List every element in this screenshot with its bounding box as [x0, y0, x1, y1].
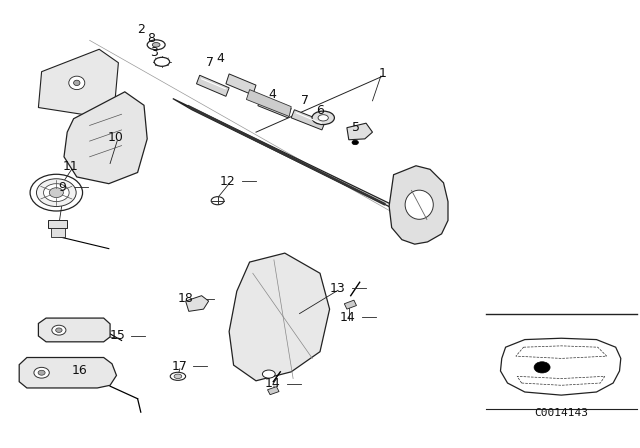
Ellipse shape [38, 370, 45, 375]
Polygon shape [517, 376, 605, 385]
Ellipse shape [152, 43, 160, 47]
Polygon shape [246, 90, 291, 116]
Ellipse shape [36, 179, 76, 207]
Polygon shape [38, 49, 118, 116]
Bar [48, 220, 67, 228]
Text: 6: 6 [316, 104, 324, 117]
Text: 13: 13 [330, 281, 346, 295]
Text: 5: 5 [353, 121, 360, 134]
Text: 7: 7 [206, 56, 214, 69]
Text: 1: 1 [379, 66, 387, 80]
Ellipse shape [49, 188, 63, 198]
Ellipse shape [30, 174, 83, 211]
Polygon shape [347, 123, 372, 140]
Polygon shape [173, 99, 406, 215]
Polygon shape [64, 92, 147, 184]
Text: 8: 8 [147, 32, 155, 46]
Polygon shape [196, 75, 229, 96]
Ellipse shape [52, 325, 66, 335]
Ellipse shape [318, 115, 328, 121]
Ellipse shape [534, 362, 550, 373]
Polygon shape [258, 96, 291, 118]
Ellipse shape [405, 190, 433, 220]
Text: 11: 11 [63, 160, 78, 173]
Polygon shape [344, 300, 356, 309]
Ellipse shape [262, 370, 275, 378]
Polygon shape [291, 110, 325, 130]
Polygon shape [516, 346, 607, 358]
Text: 3: 3 [150, 46, 157, 60]
Ellipse shape [69, 76, 84, 90]
Text: 2: 2 [137, 23, 145, 36]
Ellipse shape [154, 57, 170, 66]
Text: 16: 16 [72, 364, 87, 378]
Text: 14: 14 [340, 310, 355, 324]
Polygon shape [229, 253, 330, 381]
Text: 17: 17 [172, 360, 187, 373]
Polygon shape [500, 338, 621, 395]
Polygon shape [268, 387, 279, 395]
Ellipse shape [34, 367, 49, 378]
Polygon shape [186, 296, 209, 311]
Ellipse shape [170, 372, 186, 380]
Text: 14: 14 [265, 377, 280, 391]
Polygon shape [226, 74, 256, 95]
Polygon shape [19, 358, 116, 388]
Ellipse shape [44, 184, 69, 202]
Ellipse shape [174, 374, 182, 379]
Bar [51, 228, 65, 237]
Text: 12: 12 [220, 175, 236, 188]
Ellipse shape [352, 140, 358, 145]
Text: 4: 4 [268, 88, 276, 102]
Ellipse shape [56, 328, 62, 332]
Text: 15: 15 [109, 329, 125, 342]
Text: 9: 9 [58, 181, 66, 194]
Text: C0014143: C0014143 [534, 408, 588, 418]
Ellipse shape [211, 197, 224, 205]
Text: 7: 7 [301, 94, 308, 108]
Ellipse shape [312, 111, 334, 125]
Text: 4: 4 [217, 52, 225, 65]
Text: 10: 10 [108, 131, 123, 145]
Ellipse shape [74, 80, 80, 86]
Polygon shape [38, 318, 110, 342]
Polygon shape [389, 166, 448, 244]
Ellipse shape [147, 40, 165, 50]
Text: 18: 18 [178, 292, 193, 306]
